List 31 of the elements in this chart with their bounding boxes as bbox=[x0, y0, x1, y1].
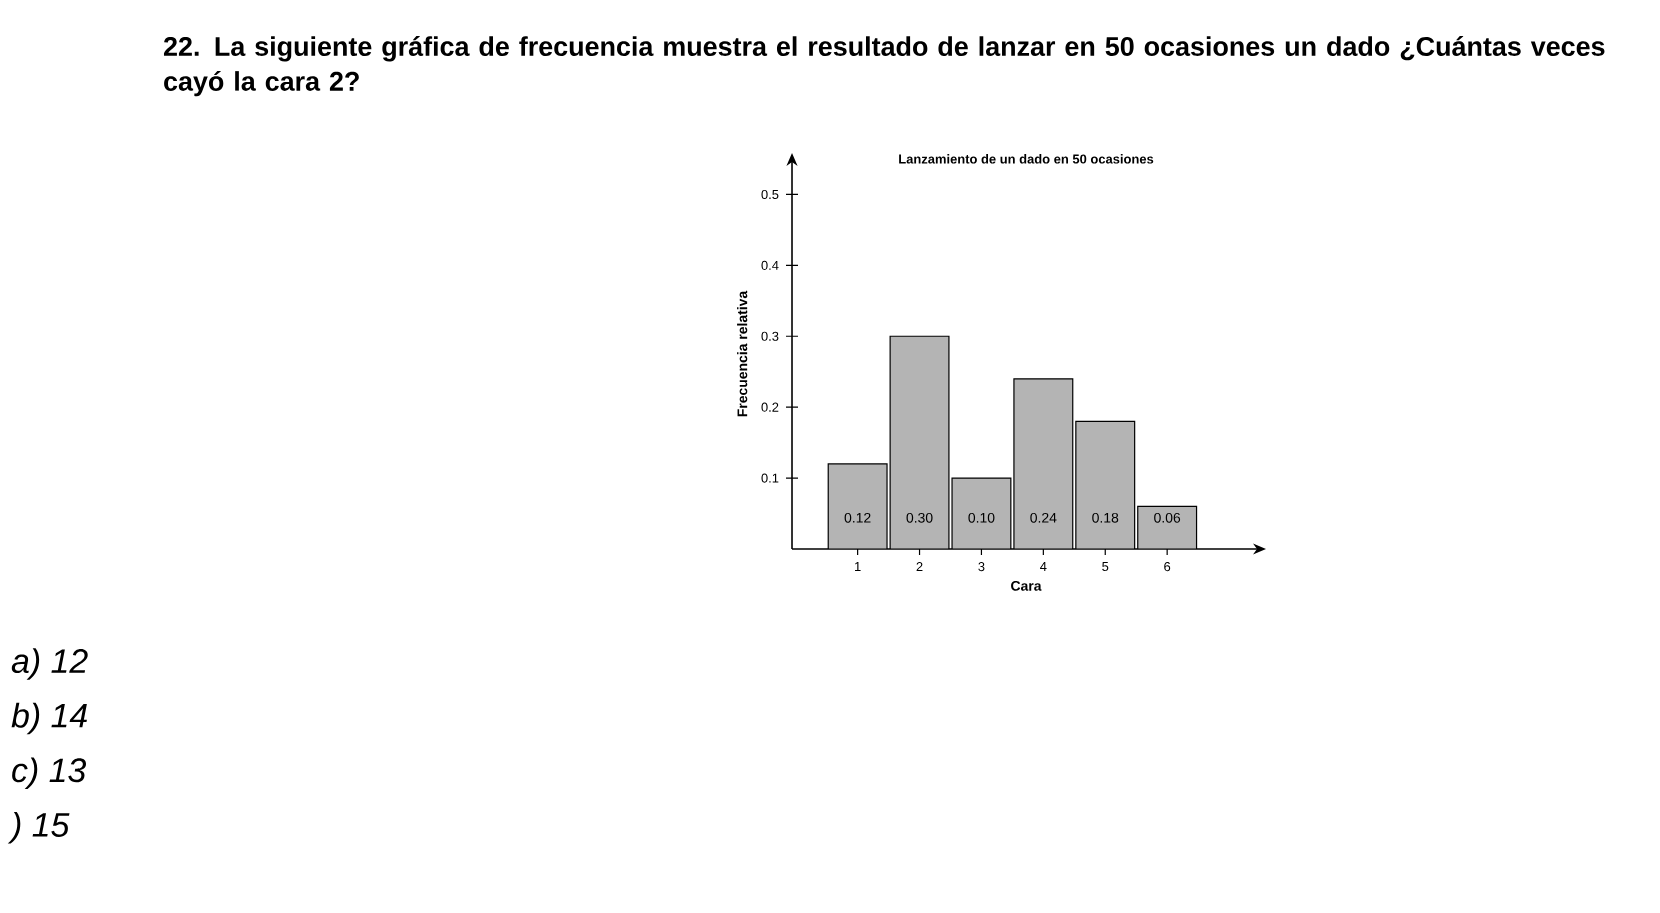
data-label: 0.12 bbox=[844, 512, 871, 523]
text: ) 15 bbox=[7, 812, 70, 844]
data-label: 0.06 bbox=[1154, 512, 1181, 523]
y-tick-label: 0.2 bbox=[761, 402, 779, 412]
bar bbox=[889, 335, 950, 549]
bar bbox=[1137, 505, 1198, 549]
text: b) 14 bbox=[11, 702, 87, 735]
bar bbox=[1075, 420, 1136, 549]
chart-title: Lanzamiento de un dado en 50 ocasiones bbox=[899, 154, 1154, 164]
data-label: 0.24 bbox=[1030, 512, 1057, 523]
y-tick-label: 0.5 bbox=[761, 189, 779, 200]
x-tick-label: 3 bbox=[978, 562, 985, 572]
y-axis-title: Frecuencia relativa bbox=[737, 290, 748, 417]
y-tick-label: 0.1 bbox=[761, 473, 779, 483]
y-tick-label: 0.3 bbox=[761, 331, 779, 341]
x-tick-label: 4 bbox=[1040, 562, 1047, 571]
x-tick-label: 2 bbox=[916, 562, 923, 572]
data-label: 0.30 bbox=[906, 512, 933, 523]
bar bbox=[827, 463, 888, 549]
x-tick-label: 5 bbox=[1102, 562, 1109, 572]
data-label: 0.18 bbox=[1092, 512, 1119, 523]
bar bbox=[1013, 378, 1074, 549]
text: 22. La siguiente gráfica de frecuencia muestra el resultado de lanzar en 50 ocasiones un dado ¿Cuántas veces cayó la cara 2? bbox=[163, 36, 1605, 97]
data-label: 0.10 bbox=[968, 512, 995, 523]
y-tick-label: 0.4 bbox=[761, 260, 779, 270]
x-tick-label: 6 bbox=[1164, 562, 1171, 572]
bar bbox=[951, 477, 1012, 549]
x-axis-title: Cara bbox=[1011, 580, 1042, 591]
x-tick-label: 1 bbox=[855, 562, 861, 571]
text: a) 12 bbox=[11, 648, 88, 680]
text: c) 13 bbox=[12, 757, 86, 789]
